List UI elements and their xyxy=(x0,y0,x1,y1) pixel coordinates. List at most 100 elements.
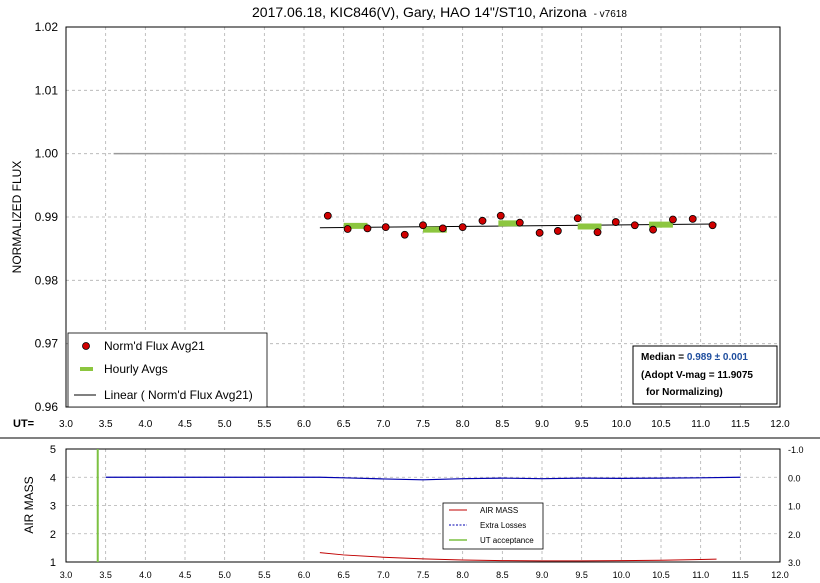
bottom-x-tick-label: 10.0 xyxy=(613,570,631,580)
flux-point xyxy=(381,223,390,232)
flux-point xyxy=(478,216,487,225)
top-x-tick-label: 7.0 xyxy=(376,419,390,430)
bottom-x-tick-label: 7.5 xyxy=(417,570,430,580)
bottom-x-tick-label: 9.5 xyxy=(575,570,588,580)
bottom-x-tick-label: 4.5 xyxy=(179,570,192,580)
top-y-tick-label: 0.97 xyxy=(35,337,59,351)
flux-point xyxy=(496,211,505,220)
legend-airmass-label: AIR MASS xyxy=(480,506,518,515)
legend-hourly-label: Hourly Avgs xyxy=(104,362,168,376)
flux-point xyxy=(553,227,562,235)
bottom-y-tick-label: 5 xyxy=(50,444,56,456)
bottom-x-tick-label: 12.0 xyxy=(771,570,789,580)
top-legend: Norm'd Flux Avg21 Hourly Avgs Linear ( N… xyxy=(67,332,268,408)
extra-losses-line xyxy=(105,476,741,481)
legend-ut-label: UT acceptance xyxy=(480,536,534,545)
top-x-tick-labels: 3.0 3.5 4.0 4.5 5.0 5.5 6.0 6.5 7.0 7.5 8.0 8.5 9.0 9… xyxy=(59,419,790,430)
top-x-tick-label: 4.5 xyxy=(178,419,192,430)
top-y-tick-label: 0.96 xyxy=(35,400,59,414)
flux-point xyxy=(593,228,602,237)
airmass-line xyxy=(319,552,717,562)
top-x-tick-label: 12.0 xyxy=(770,419,790,430)
flux-point xyxy=(438,224,447,233)
bottom-y-tick-label: 4 xyxy=(50,472,56,484)
bottom-y2-tick-label: 1.0 xyxy=(788,502,801,512)
bottom-legend: AIR MASS Extra Losses UT acceptance xyxy=(442,502,544,550)
flux-point xyxy=(458,223,467,232)
bottom-x-tick-label: 3.0 xyxy=(60,570,73,580)
bottom-x-tick-label: 11.5 xyxy=(732,570,749,580)
bottom-x-tick-label: 11.0 xyxy=(692,570,709,580)
flux-points-series xyxy=(323,211,717,239)
bottom-x-tick-label: 6.0 xyxy=(298,570,311,580)
top-x-tick-label: 11.5 xyxy=(731,419,750,430)
top-x-tick-label: 5.0 xyxy=(218,419,232,430)
top-x-axis-label: UT= xyxy=(13,418,34,430)
top-x-tick-label: 4.0 xyxy=(138,419,152,430)
flux-point xyxy=(363,224,372,233)
top-y-axis-label: NORMALIZED FLUX xyxy=(10,161,24,274)
top-plot-border xyxy=(65,26,781,408)
legend-flux-marker xyxy=(82,342,90,350)
bottom-x-tick-label: 5.5 xyxy=(258,570,271,580)
bottom-x-tick-labels: 3.0 3.5 4.0 4.5 5.0 5.5 6.0 6.5 7.0 7.5 8.0 8.5 9.0 9… xyxy=(60,570,789,580)
bottom-y-axis-label: AIR MASS xyxy=(22,476,36,533)
bottom-y-tick-label: 2 xyxy=(50,529,56,541)
bottom-x-tick-label: 9.0 xyxy=(536,570,549,580)
flux-point xyxy=(400,230,409,239)
top-x-tick-label: 6.5 xyxy=(337,419,351,430)
median-line: Median = 0.989 ± 0.001 xyxy=(641,352,748,363)
median-annotation: Median = 0.989 ± 0.001 (Adopt V-mag = 11… xyxy=(632,345,778,405)
bottom-y-tick-labels: 1 2 3 4 5 xyxy=(50,444,56,569)
adopt-vmag-line: (Adopt V-mag = 11.9075 xyxy=(641,370,753,381)
top-y-tick-label: 0.99 xyxy=(35,210,59,224)
legend-flux-label: Norm'd Flux Avg21 xyxy=(104,339,205,353)
bottom-legend-box xyxy=(442,502,544,550)
flux-point xyxy=(669,215,677,224)
bottom-x-tick-label: 3.5 xyxy=(99,570,112,580)
bottom-plot-border xyxy=(65,448,781,563)
top-y-tick-label: 0.98 xyxy=(35,273,59,287)
bottom-x-tick-label: 5.0 xyxy=(218,570,231,580)
top-x-tick-label: 10.5 xyxy=(651,419,671,430)
bottom-y-tick-label: 1 xyxy=(50,557,56,569)
flux-point xyxy=(515,218,524,227)
bottom-x-tick-label: 4.0 xyxy=(139,570,152,580)
bottom-y-tick-label: 3 xyxy=(50,501,56,513)
top-x-tick-label: 6.0 xyxy=(297,419,311,430)
top-x-tick-label: 5.5 xyxy=(257,419,271,430)
bottom-chart: 1 2 3 4 5 -1.0 0.0 1.0 2.0 3.0 3.0 3.5 4.0 4.5 5.0 5.… xyxy=(22,444,804,580)
top-x-tick-label: 3.0 xyxy=(59,419,73,430)
top-x-tick-label: 3.5 xyxy=(99,419,113,430)
flux-point xyxy=(688,214,697,223)
top-x-tick-label: 9.5 xyxy=(575,419,589,430)
chart-title: 2017.06.18, KIC846(V), Gary, HAO 14"/ST1… xyxy=(252,4,627,20)
flux-point xyxy=(611,218,620,226)
flux-point xyxy=(649,225,657,234)
top-x-tick-label: 11.0 xyxy=(691,419,710,430)
top-y-tick-label: 1.01 xyxy=(35,83,59,97)
top-y-tick-label: 1.00 xyxy=(35,147,59,161)
top-x-tick-label: 8.0 xyxy=(456,419,470,430)
bottom-y2-tick-labels: -1.0 0.0 1.0 2.0 3.0 xyxy=(788,445,804,568)
top-y-tick-label: 1.02 xyxy=(35,20,59,34)
median-annotation-box xyxy=(632,345,778,405)
bottom-x-tick-label: 10.5 xyxy=(652,570,670,580)
flux-point xyxy=(535,228,544,237)
flux-point xyxy=(573,214,582,223)
flux-point xyxy=(708,221,717,230)
legend-hourly-marker xyxy=(80,367,93,371)
bottom-x-tick-label: 7.0 xyxy=(377,570,390,580)
top-chart: 0.96 0.97 0.98 0.99 1.00 1.01 1.02 3.0 3.5 4.0 4.… xyxy=(10,4,790,430)
bottom-y2-tick-label: 0.0 xyxy=(788,473,801,483)
bottom-x-tick-label: 6.5 xyxy=(337,570,350,580)
bottom-series xyxy=(96,449,741,562)
bottom-y2-tick-label: 3.0 xyxy=(788,558,801,568)
flux-point xyxy=(323,211,332,220)
normalizing-line: for Normalizing) xyxy=(646,387,723,398)
legend-losses-label: Extra Losses xyxy=(480,521,526,530)
top-x-tick-label: 7.5 xyxy=(416,419,430,430)
top-x-tick-label: 9.0 xyxy=(535,419,549,430)
bottom-y2-tick-label: 2.0 xyxy=(788,530,801,540)
